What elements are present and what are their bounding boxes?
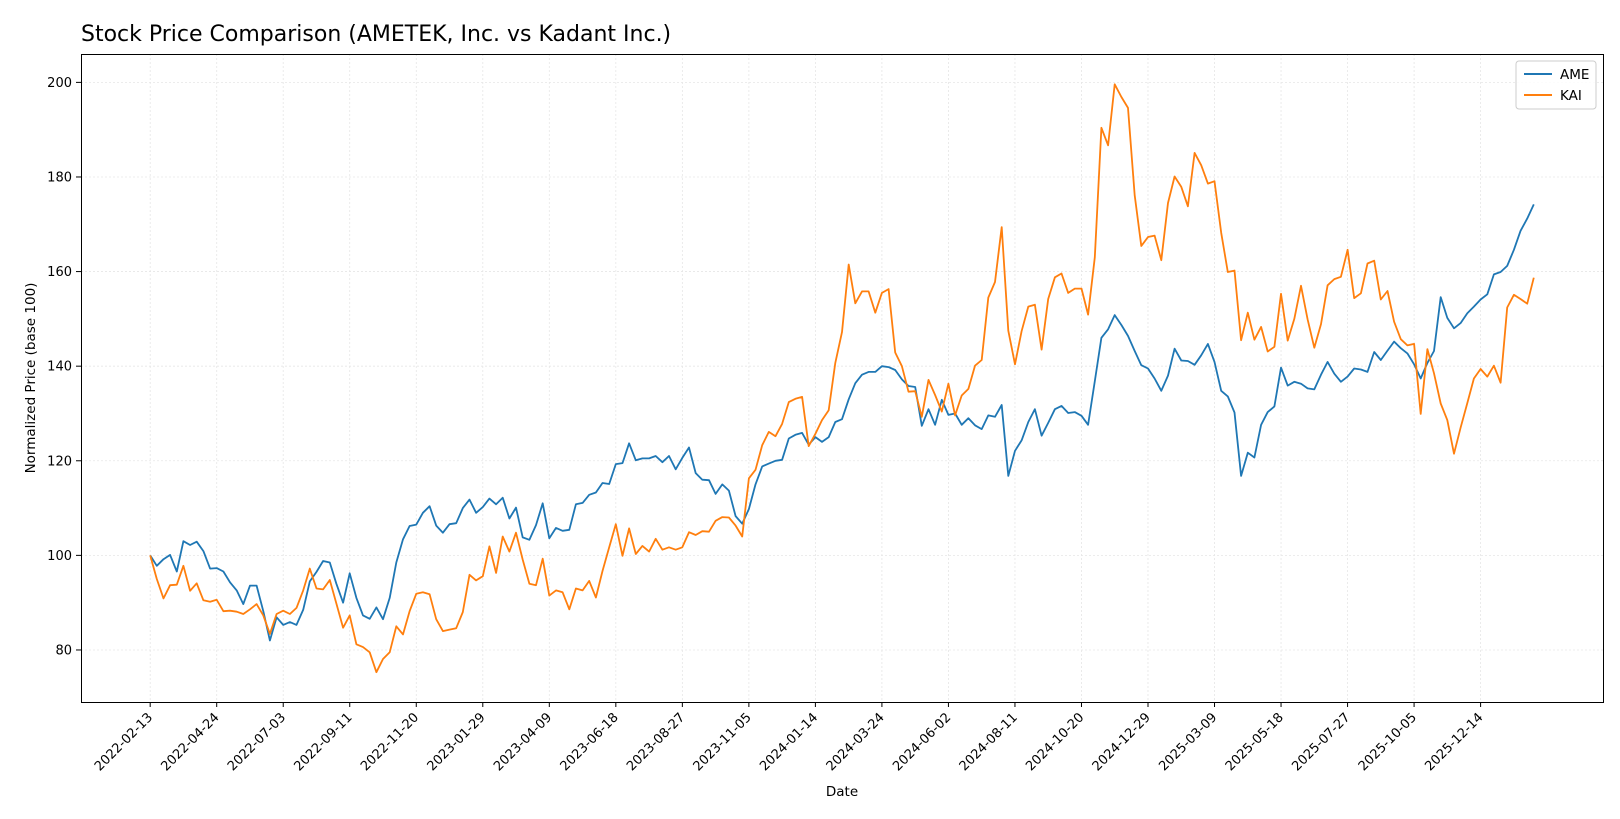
x-tick-label: 2023-04-09 <box>491 710 555 774</box>
x-tick-label: 2022-04-24 <box>158 710 222 774</box>
x-tick-label: 2023-01-29 <box>425 710 489 774</box>
y-tick-label: 160 <box>47 265 72 280</box>
y-tick-label: 140 <box>47 360 72 375</box>
y-axis: 80 100 120 140 160 180 200 <box>47 76 81 658</box>
x-tick-label: 2024-12-29 <box>1090 710 1154 774</box>
x-tick-label: 2023-08-27 <box>624 710 688 774</box>
x-tick-label: 2025-03-09 <box>1156 710 1220 774</box>
series-line-kai <box>149 83 1535 674</box>
x-tick-label: 2022-02-13 <box>92 710 156 774</box>
grid <box>81 54 1603 702</box>
x-tick-label: 2024-06-02 <box>890 710 954 774</box>
x-axis: 2022-02-13 2022-04-24 2022-07-03 2022-09-11… <box>92 702 1486 774</box>
x-tick-label: 2023-06-18 <box>558 710 622 774</box>
y-axis-label: Normalized Price (base 100) <box>23 283 39 474</box>
x-tick-label: 2024-10-20 <box>1023 710 1087 774</box>
x-axis-label: Date <box>826 784 858 800</box>
y-tick-label: 180 <box>47 170 72 185</box>
x-tick-label: 2023-11-05 <box>691 710 755 774</box>
series-line-ame <box>149 204 1535 642</box>
y-tick-label: 100 <box>47 549 72 564</box>
chart-title: Stock Price Comparison (AMETEK, Inc. vs … <box>81 22 671 47</box>
y-tick-label: 200 <box>47 76 72 91</box>
x-tick-label: 2022-09-11 <box>292 710 356 774</box>
x-tick-label: 2025-10-05 <box>1356 710 1420 774</box>
y-tick-label: 120 <box>47 454 72 469</box>
legend: AME KAI <box>1515 60 1597 110</box>
legend-label-kai: KAI <box>1560 88 1582 104</box>
x-tick-label: 2025-05-18 <box>1223 710 1287 774</box>
x-tick-label: 2022-07-03 <box>225 710 289 774</box>
x-tick-label: 2024-08-11 <box>957 710 1021 774</box>
series-layer <box>149 83 1535 674</box>
legend-label-ame: AME <box>1560 67 1589 83</box>
y-tick-label: 80 <box>55 643 72 658</box>
plot-frame <box>81 54 1604 703</box>
x-tick-label: 2024-03-24 <box>824 710 888 774</box>
x-tick-label: 2022-11-20 <box>358 710 422 774</box>
x-tick-label: 2024-01-14 <box>757 710 821 774</box>
x-tick-label: 2025-12-14 <box>1422 710 1486 774</box>
x-tick-label: 2025-07-27 <box>1289 710 1353 774</box>
